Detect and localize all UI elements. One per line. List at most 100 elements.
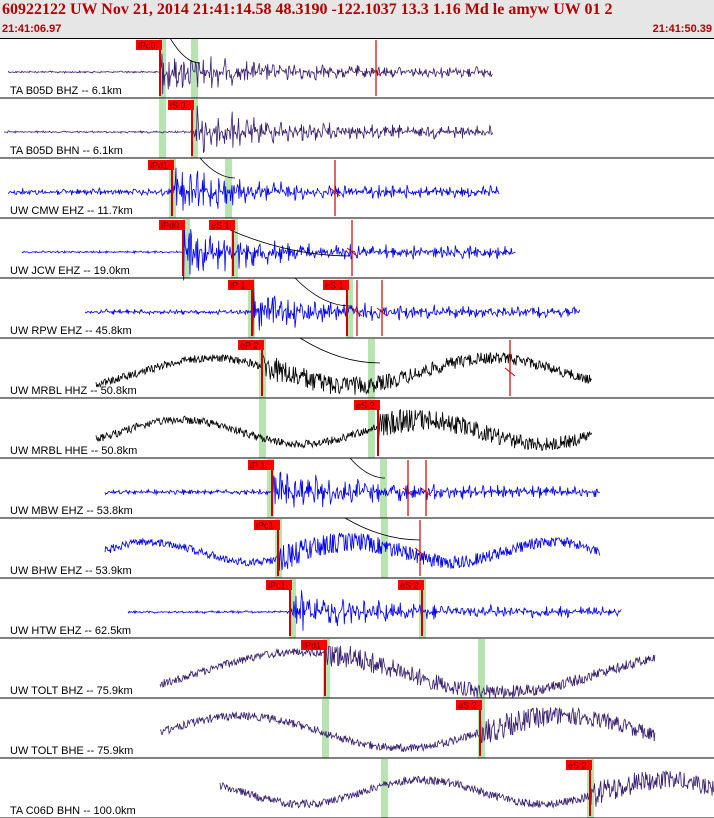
pick-band — [381, 519, 388, 578]
waveform — [8, 167, 500, 211]
start-time: 21:41:06.97 — [2, 23, 62, 35]
waveform — [127, 590, 622, 631]
pick-band — [259, 399, 266, 458]
pick-flag — [148, 160, 174, 170]
pick-flag — [323, 280, 349, 290]
amplitude-marker — [329, 187, 341, 197]
pick-flag — [168, 100, 194, 110]
station-label: UW JCW EHZ -- 19.0km — [10, 265, 130, 277]
pick-flag — [301, 640, 327, 650]
pick-flag — [248, 460, 274, 470]
waveform — [159, 706, 656, 753]
pick-label: iPd1 — [303, 641, 321, 651]
pick-band — [368, 339, 375, 398]
pick-label: iPd1 — [150, 161, 168, 171]
pick-flag — [209, 220, 235, 230]
travel-time-curve — [169, 38, 201, 64]
pick-band — [289, 579, 296, 638]
station-label: UW MRBL HHE -- 50.8km — [10, 445, 137, 457]
waveform — [219, 770, 714, 809]
amplitude-marker — [402, 487, 414, 497]
pick-label: iP 1 — [230, 281, 245, 291]
station-label: UW CMW EHZ -- 11.7km — [10, 205, 133, 217]
pick-band — [225, 159, 232, 218]
pick-flag — [354, 400, 380, 410]
travel-time-curve — [299, 337, 381, 364]
trace-row: iPc0 TA B05D BHZ -- 6.1km — [0, 38, 714, 99]
trace-row: iPc1 UW BHW EHZ -- 53.9km — [0, 517, 714, 579]
waveform — [7, 53, 493, 95]
trace-row: iS 0 TA B05D BHN -- 6.1km — [0, 99, 714, 159]
travel-time-curve — [199, 157, 236, 179]
station-label: UW BHW EHZ -- 53.9km — [10, 565, 132, 577]
trace-row: eP 2 UW MRBL HHZ -- 50.8km — [0, 337, 714, 399]
waveform — [95, 351, 592, 395]
pick-flag — [238, 340, 264, 350]
pick-label: iS 0 — [170, 101, 186, 111]
amplitude-marker — [420, 487, 432, 497]
amplitude-marker — [370, 67, 382, 77]
trace-row: iP 1 UW MBW EHZ -- 53.8km — [0, 457, 714, 519]
pick-band — [381, 759, 388, 818]
pick-label: eS 2 — [568, 761, 587, 771]
waveform — [159, 645, 656, 699]
trace-row: iPc1 eS 2 UW HTW EHZ -- 62.5km — [0, 579, 714, 639]
station-label: UW HTW EHZ -- 62.5km — [10, 625, 131, 637]
pick-band — [191, 39, 198, 98]
station-label: UW RPW EHZ -- 45.8km — [10, 325, 132, 337]
trace-row: iPd1 UW TOLT BHZ -- 75.9km — [0, 639, 714, 699]
pick-flag — [456, 700, 482, 710]
station-label: UW MBW EHZ -- 53.8km — [10, 505, 133, 517]
pick-label: iP 1 — [250, 461, 265, 471]
waveform — [3, 105, 493, 153]
trace-row: eS 2 UW TOLT BHE -- 75.9km — [0, 699, 714, 759]
pick-band — [322, 699, 329, 758]
station-label: TA B05D BHZ -- 6.1km — [10, 85, 122, 97]
pick-band — [478, 699, 485, 758]
travel-time-curve — [349, 457, 386, 479]
travel-time-curve — [229, 229, 351, 257]
trace-row: eS 2 TA C06D BHN -- 100.0km — [0, 759, 714, 818]
waveform — [21, 228, 516, 281]
pick-label: eS 2 — [400, 581, 419, 591]
amplitude-marker — [376, 307, 388, 317]
pick-label: eS 2 — [458, 701, 477, 711]
station-label: UW TOLT BHE -- 75.9km — [10, 745, 133, 757]
amplitude-marker — [351, 307, 363, 317]
pick-band — [323, 639, 330, 698]
pick-label: eS 1 — [325, 281, 344, 291]
pick-band — [183, 219, 190, 278]
pick-label: eP 2 — [240, 341, 258, 351]
waveform — [84, 287, 581, 336]
pick-flag — [136, 40, 162, 50]
pick-flag — [254, 520, 280, 530]
seismogram-plot: iPc0 TA B05D BHZ -- 6.1km iS 0 TA B05D BHN … — [0, 38, 714, 818]
pick-flag — [398, 580, 424, 590]
station-label: TA C06D BHN -- 100.0km — [10, 805, 136, 817]
header-bar: 60922122 UW Nov 21, 2014 21:41:14.58 48.… — [0, 0, 714, 38]
end-time: 21:41:50.39 — [652, 23, 712, 35]
trace-row: iPd1 UW CMW EHZ -- 11.7km — [0, 157, 714, 219]
amplitude-marker — [504, 367, 516, 377]
pick-band — [231, 219, 238, 278]
waveform — [104, 532, 601, 571]
trace-row: iPd0 eS 1 UW JCW EHZ -- 19.0km — [0, 219, 714, 281]
pick-label: eS 2 — [356, 401, 375, 411]
pick-label: iPd0 — [161, 221, 179, 231]
pick-band — [159, 99, 166, 158]
amplitude-marker — [414, 547, 426, 557]
pick-flag — [159, 220, 185, 230]
station-label: UW TOLT BHZ -- 75.9km — [10, 685, 133, 697]
event-title: 60922122 UW Nov 21, 2014 21:41:14.58 48.… — [2, 1, 613, 18]
trace-row: eS 2 UW MRBL HHE -- 50.8km — [0, 399, 714, 459]
station-label: UW MRBL HHZ -- 50.8km — [10, 385, 137, 397]
pick-flag — [566, 760, 592, 770]
waveform — [95, 409, 592, 452]
pick-band — [478, 639, 485, 698]
station-label: TA B05D BHN -- 6.1km — [10, 145, 123, 157]
pick-band — [267, 459, 274, 518]
pick-band — [191, 99, 198, 158]
travel-time-curve — [344, 517, 421, 541]
amplitude-marker — [346, 247, 358, 257]
waveform — [104, 471, 600, 508]
